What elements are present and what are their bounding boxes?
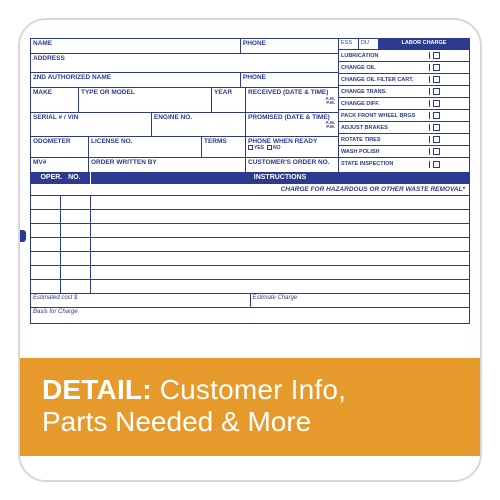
checkbox-icon bbox=[433, 148, 440, 155]
service-checklist: ESS DU LABOR CHARGE LUBRICATION CHANGE OI… bbox=[339, 39, 469, 172]
service-row: CHANGE OIL FILTER CART. bbox=[339, 74, 469, 86]
service-label: CHANGE OIL FILTER CART. bbox=[339, 77, 429, 83]
field-engine: ENGINE NO. bbox=[152, 113, 246, 137]
field-received: RECEIVED (DATE & TIME) A.M. P.M. bbox=[246, 88, 338, 112]
checkbox-icon bbox=[433, 100, 440, 107]
service-row: PACK FRONT WHEEL BRGS bbox=[339, 110, 469, 122]
service-label: ADJUST BRAKES bbox=[339, 125, 429, 131]
service-row: WASH POLISH bbox=[339, 146, 469, 158]
instruction-line bbox=[31, 224, 469, 238]
service-row: CHANGE TRANS. bbox=[339, 86, 469, 98]
service-checkbox bbox=[429, 64, 443, 71]
checkbox-icon bbox=[433, 124, 440, 131]
field-serial: SERIAL # / VIN bbox=[31, 113, 152, 137]
field-phone2: PHONE bbox=[241, 73, 338, 88]
field-terms: TERMS bbox=[202, 137, 246, 158]
service-checkbox bbox=[429, 76, 443, 83]
service-label: STATE INSPECTION bbox=[339, 161, 429, 167]
service-label: CHANGE TRANS. bbox=[339, 89, 429, 95]
customer-vehicle-block: NAME PHONE ADDRESS 2ND AUTHORIZED NAME P… bbox=[31, 39, 339, 172]
field-cust-order: CUSTOMER'S ORDER NO. bbox=[246, 158, 338, 172]
service-row: STATE INSPECTION bbox=[339, 158, 469, 170]
service-checkbox bbox=[429, 161, 443, 168]
estimated-cost: Estimated cost $ bbox=[31, 294, 251, 307]
field-odometer: ODOMETER bbox=[31, 137, 89, 158]
banner-rest1: Customer Info, bbox=[152, 374, 346, 405]
checkbox-icon bbox=[433, 136, 440, 143]
instruction-line bbox=[31, 238, 469, 252]
service-row: ROTATE TIRES bbox=[339, 134, 469, 146]
hdr-du: DU bbox=[359, 39, 379, 49]
banner-bold: DETAIL: bbox=[42, 374, 152, 405]
hdr-oper: OPER. NO. bbox=[31, 172, 91, 184]
service-label: ROTATE TIRES bbox=[339, 137, 429, 143]
service-row: LUBRICATION bbox=[339, 50, 469, 62]
hdr-labor: LABOR CHARGE bbox=[379, 39, 469, 49]
ampm2: A.M. P.M. bbox=[248, 121, 336, 130]
hazmat-notice: CHARGE FOR HAZARDOUS OR OTHER WASTE REMO… bbox=[31, 184, 469, 196]
service-label: CHANGE DIFF. bbox=[339, 101, 429, 107]
field-order-by: ORDER WRITTEN BY bbox=[89, 158, 246, 172]
service-row: CHANGE DIFF. bbox=[339, 98, 469, 110]
service-row: CHANGE OIL bbox=[339, 62, 469, 74]
checkbox-icon bbox=[433, 88, 440, 95]
instructions-header-bar: OPER. NO. INSTRUCTIONS bbox=[31, 172, 469, 184]
field-type: TYPE OR MODEL bbox=[79, 88, 212, 112]
service-label: CHANGE OIL bbox=[339, 65, 429, 71]
service-checklist-header: ESS DU LABOR CHARGE bbox=[339, 39, 469, 50]
service-label: LUBRICATION bbox=[339, 53, 429, 59]
service-rows: LUBRICATION CHANGE OIL CHANGE OIL FILTER C… bbox=[339, 50, 469, 170]
top-grid: NAME PHONE ADDRESS 2ND AUTHORIZED NAME P… bbox=[31, 39, 469, 172]
checkbox-icon bbox=[433, 64, 440, 71]
instruction-line bbox=[31, 252, 469, 266]
field-phone-ready: PHONE WHEN READY YES NO bbox=[246, 137, 338, 158]
field-promised: PROMISED (DATE & TIME) A.M. P.M. bbox=[246, 113, 338, 137]
hdr-ess: ESS bbox=[339, 39, 359, 49]
field-received-label: RECEIVED (DATE & TIME) bbox=[248, 89, 328, 96]
service-checkbox bbox=[429, 112, 443, 119]
yes-no: YES NO bbox=[248, 145, 336, 151]
product-card-frame: NAME PHONE ADDRESS 2ND AUTHORIZED NAME P… bbox=[18, 18, 482, 482]
service-checkbox bbox=[429, 136, 443, 143]
checkbox-icon bbox=[433, 161, 440, 168]
estimate-charge: Estimate Charge bbox=[251, 294, 470, 307]
estimate-row: Estimated cost $ Estimate Charge bbox=[31, 294, 469, 308]
checkbox-icon bbox=[433, 52, 440, 59]
service-label: WASH POLISH bbox=[339, 149, 429, 155]
field-license: LICENSE NO. bbox=[89, 137, 202, 158]
service-checkbox bbox=[429, 148, 443, 155]
service-row: ADJUST BRAKES bbox=[339, 122, 469, 134]
field-mv: MV# bbox=[31, 158, 89, 172]
banner-line-2: Parts Needed & More bbox=[42, 406, 460, 438]
detail-banner: DETAIL: Customer Info, Parts Needed & Mo… bbox=[20, 358, 480, 456]
service-checkbox bbox=[429, 100, 443, 107]
instruction-line bbox=[31, 280, 469, 294]
field-promised-label: PROMISED (DATE & TIME) bbox=[248, 114, 330, 121]
field-name: NAME bbox=[31, 39, 241, 54]
ampm: A.M. P.M. bbox=[248, 97, 336, 106]
banner-line-1: DETAIL: Customer Info, bbox=[42, 374, 460, 406]
instruction-lines bbox=[31, 196, 469, 294]
instruction-line bbox=[31, 266, 469, 280]
service-label: PACK FRONT WHEEL BRGS bbox=[339, 113, 429, 119]
service-checkbox bbox=[429, 124, 443, 131]
field-year: YEAR bbox=[212, 88, 246, 112]
checkbox-icon bbox=[433, 112, 440, 119]
field-address: ADDRESS bbox=[31, 54, 338, 73]
field-phone: PHONE bbox=[241, 39, 338, 54]
repair-order-form: NAME PHONE ADDRESS 2ND AUTHORIZED NAME P… bbox=[30, 38, 470, 324]
service-checkbox bbox=[429, 52, 443, 59]
checkbox-icon bbox=[433, 76, 440, 83]
service-checkbox bbox=[429, 88, 443, 95]
field-2nd-auth: 2ND AUTHORIZED NAME bbox=[31, 73, 241, 88]
spiral-binding-hint bbox=[20, 230, 26, 242]
hdr-instructions: INSTRUCTIONS bbox=[91, 172, 469, 184]
phone-ready-label: PHONE WHEN READY bbox=[248, 138, 317, 145]
instruction-line bbox=[31, 196, 469, 210]
instruction-line bbox=[31, 210, 469, 224]
field-make: MAKE bbox=[31, 88, 79, 112]
basis-for-charge: Basis for Charge bbox=[31, 308, 469, 324]
